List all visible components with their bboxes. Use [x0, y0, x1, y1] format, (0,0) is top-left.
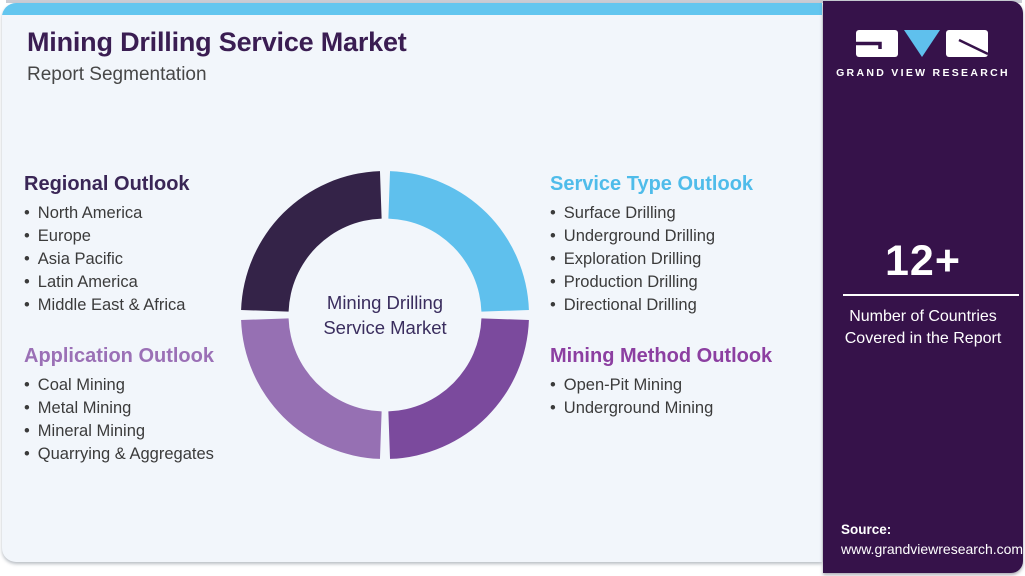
- section-mining-method-outlook: Mining Method Outlook Open-Pit MiningUnd…: [550, 345, 810, 420]
- source-label: Source:: [841, 522, 892, 537]
- stat-label: Number of Countries Covered in the Repor…: [844, 308, 1002, 347]
- list-item: Mineral Mining: [24, 420, 269, 443]
- donut-chart-svg: [241, 171, 529, 459]
- left-column: Regional Outlook North AmericaEuropeAsia…: [24, 173, 269, 466]
- application-outlook-heading: Application Outlook: [24, 345, 214, 367]
- list-item: Directional Drilling: [550, 294, 810, 317]
- gvr-logo-icon: [856, 30, 989, 57]
- sidebar: GRAND VIEW RESEARCH 12+ Number of Countr…: [823, 1, 1023, 573]
- page-title: Mining Drilling Service Market: [27, 27, 407, 57]
- regional-outlook-list: North AmericaEuropeAsia PacificLatin Ame…: [24, 202, 269, 317]
- header: Mining Drilling Service Market Report Se…: [27, 27, 407, 86]
- donut-slice-application-outlook: [241, 318, 382, 459]
- top-accent-bar: [2, 3, 822, 15]
- list-item: Production Drilling: [550, 271, 810, 294]
- donut-center-label: Mining Drilling Service Market: [323, 292, 447, 338]
- list-item: Latin America: [24, 271, 269, 294]
- list-item: Asia Pacific: [24, 248, 269, 271]
- section-regional-outlook: Regional Outlook North AmericaEuropeAsia…: [24, 173, 269, 317]
- list-item: Surface Drilling: [550, 202, 810, 225]
- list-item: Middle East & Africa: [24, 294, 269, 317]
- stat-divider-line: [843, 294, 1019, 296]
- list-item: Europe: [24, 225, 269, 248]
- list-item: Underground Drilling: [550, 225, 810, 248]
- brand-logo: GRAND VIEW RESEARCH: [823, 29, 1023, 79]
- main-card: Mining Drilling Service Market Report Se…: [2, 3, 822, 562]
- service-type-outlook-list: Surface DrillingUnderground DrillingExpl…: [550, 202, 810, 317]
- donut-slice-regional-outlook: [241, 171, 382, 312]
- application-outlook-list: Coal MiningMetal MiningMineral MiningQua…: [24, 374, 269, 466]
- donut-slice-service-type-outlook: [388, 171, 529, 312]
- list-item: Quarrying & Aggregates: [24, 443, 269, 466]
- regional-outlook-heading: Regional Outlook: [24, 173, 190, 195]
- right-column: Service Type Outlook Surface DrillingUnd…: [550, 173, 810, 420]
- section-application-outlook: Application Outlook Coal MiningMetal Min…: [24, 345, 269, 466]
- stat-value: 12+: [885, 237, 961, 285]
- donut-slice-mining-method-outlook: [388, 318, 529, 459]
- page-subtitle: Report Segmentation: [27, 64, 207, 85]
- list-item: Coal Mining: [24, 374, 269, 397]
- list-item: North America: [24, 202, 269, 225]
- source-url: www.grandviewresearch.com: [841, 541, 1024, 557]
- section-service-type-outlook: Service Type Outlook Surface DrillingUnd…: [550, 173, 810, 317]
- top-edge-line: [6, 0, 1022, 3]
- list-item: Metal Mining: [24, 397, 269, 420]
- donut-chart: Mining Drilling Service Market: [235, 165, 535, 465]
- mining-method-outlook-heading: Mining Method Outlook: [550, 345, 773, 367]
- list-item: Open-Pit Mining: [550, 374, 810, 397]
- source-block: Source: www.grandviewresearch.com: [841, 522, 1023, 557]
- list-item: Underground Mining: [550, 397, 810, 420]
- service-type-outlook-heading: Service Type Outlook: [550, 173, 754, 195]
- countries-stat: 12+ Number of Countries Covered in the R…: [823, 237, 1023, 349]
- brand-name: GRAND VIEW RESEARCH: [836, 67, 1010, 79]
- list-item: Exploration Drilling: [550, 248, 810, 271]
- mining-method-outlook-list: Open-Pit MiningUnderground Mining: [550, 374, 810, 420]
